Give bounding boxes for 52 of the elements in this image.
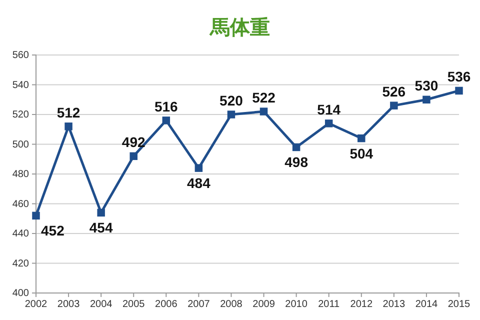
y-tick-label: 500 <box>12 139 30 150</box>
point <box>32 212 40 220</box>
data-label: 526 <box>382 84 406 100</box>
point <box>194 164 203 172</box>
point <box>97 208 105 217</box>
x-tick-label: 2012 <box>350 299 373 310</box>
point <box>260 108 268 116</box>
point <box>64 122 72 130</box>
data-label: 504 <box>350 145 374 162</box>
chart-title: 馬体重 <box>209 16 270 39</box>
data-label: 484 <box>187 175 211 192</box>
data-label: 520 <box>220 92 244 108</box>
x-tick-label: 2006 <box>155 299 178 310</box>
x-tick-label: 2013 <box>382 299 406 310</box>
y-tick-label: 400 <box>12 288 30 300</box>
point <box>227 110 236 118</box>
y-tick-label: 480 <box>12 169 30 180</box>
x-tick-label: 2008 <box>220 299 243 310</box>
point <box>162 116 170 124</box>
x-tick-label: 2014 <box>415 299 438 310</box>
y-tick-label: 560 <box>12 50 30 62</box>
x-tick-label: 2005 <box>122 299 146 310</box>
point <box>455 86 463 95</box>
x-tick-label: 2010 <box>285 299 308 310</box>
data-label: 536 <box>447 68 471 85</box>
x-tick-label: 2002 <box>24 299 48 310</box>
data-label: 522 <box>252 90 276 106</box>
y-tick-label: 460 <box>12 198 30 210</box>
x-tick-label: 2015 <box>448 299 471 310</box>
x-tick-label: 2011 <box>318 299 340 310</box>
point <box>292 143 300 152</box>
y-tick-label: 540 <box>12 80 30 91</box>
point <box>130 152 138 160</box>
x-tick-label: 2003 <box>57 299 80 310</box>
point <box>422 96 430 104</box>
data-label: 454 <box>89 220 113 236</box>
x-tick-label: 2004 <box>90 299 113 310</box>
y-tick-label: 440 <box>12 228 30 240</box>
data-label: 530 <box>414 78 438 94</box>
data-label: 512 <box>56 104 80 120</box>
y-tick-label: 520 <box>12 110 30 121</box>
data-label: 498 <box>284 154 308 170</box>
data-label: 514 <box>317 101 341 118</box>
point <box>324 120 333 128</box>
point <box>390 102 398 110</box>
data-label: 452 <box>41 222 65 239</box>
x-tick-label: 2007 <box>188 299 210 310</box>
y-tick-label: 420 <box>12 258 30 270</box>
point <box>358 134 366 142</box>
data-label: 492 <box>122 134 146 150</box>
x-tick-label: 2009 <box>252 299 276 310</box>
data-label: 516 <box>154 98 178 114</box>
